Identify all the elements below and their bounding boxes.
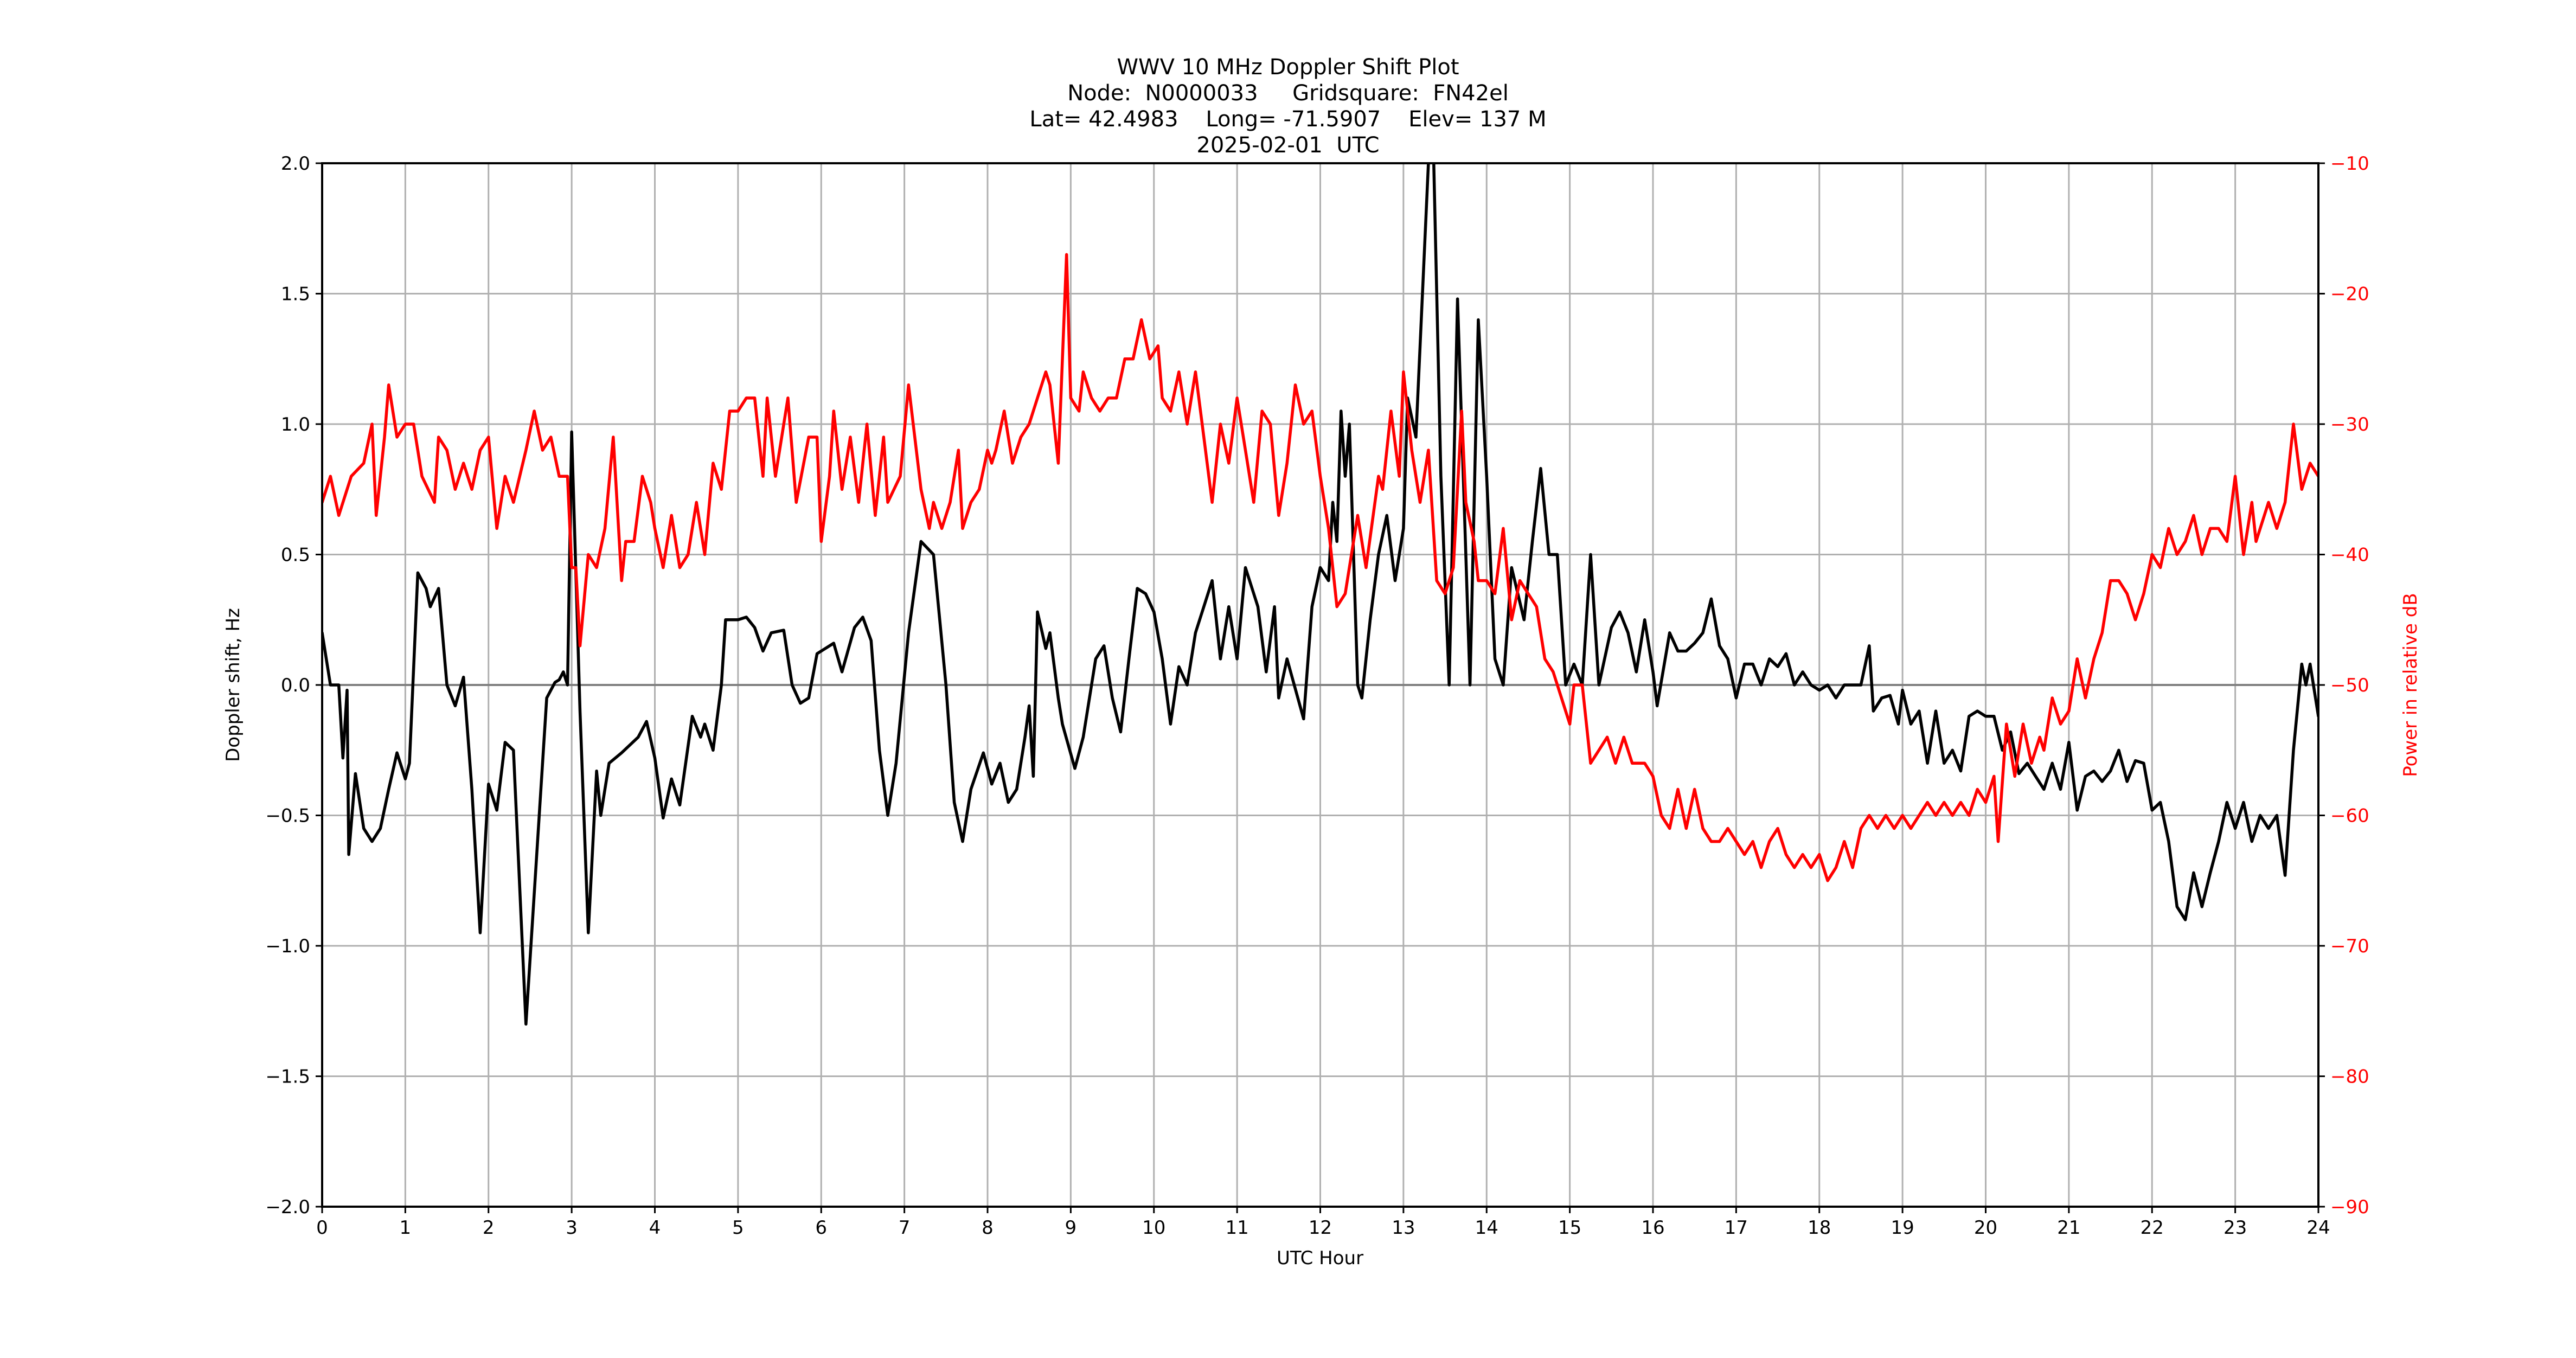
y-right-tick-label: −60 — [2330, 805, 2369, 827]
x-tick-label: 18 — [1808, 1217, 1831, 1239]
y-left-tick-label: −0.5 — [265, 805, 310, 827]
x-tick-label: 11 — [1225, 1217, 1248, 1239]
x-tick-label: 14 — [1475, 1217, 1498, 1239]
x-tick-label: 13 — [1392, 1217, 1415, 1239]
y-right-tick-label: −10 — [2330, 153, 2369, 175]
y-left-tick-label: 1.5 — [281, 284, 310, 305]
x-tick-label: 9 — [1065, 1217, 1077, 1239]
x-tick-label: 15 — [1558, 1217, 1581, 1239]
y-axis-left-label: Doppler shift, Hz — [222, 608, 244, 762]
x-tick-label: 6 — [815, 1217, 827, 1239]
x-tick-label: 22 — [2141, 1217, 2164, 1239]
x-tick-label: 1 — [400, 1217, 412, 1239]
x-tick-label: 8 — [982, 1217, 994, 1239]
x-tick-label: 23 — [2223, 1217, 2247, 1239]
x-tick-label: 3 — [566, 1217, 578, 1239]
data-series — [322, 163, 2318, 1026]
y-left-tick-label: 1.0 — [281, 414, 310, 435]
x-tick-label: 17 — [1725, 1217, 1748, 1239]
y-left-tick-label: 2.0 — [281, 153, 310, 175]
y-right-tick-label: −90 — [2330, 1196, 2369, 1218]
x-tick-label: 4 — [649, 1217, 661, 1239]
y-axis-right-label: Power in relative dB — [2400, 593, 2421, 777]
y-right-tick-label: −30 — [2330, 414, 2369, 435]
title-line-2: Node: N0000033 Gridsquare: FN42el — [1067, 81, 1509, 106]
x-tick-label: 20 — [1974, 1217, 1997, 1239]
x-axis-label: UTC Hour — [1276, 1247, 1364, 1269]
x-tick-label: 24 — [2306, 1217, 2330, 1239]
y-right-tick-label: −40 — [2330, 545, 2369, 566]
y-right-tick-label: −80 — [2330, 1066, 2369, 1088]
x-tick-label: 0 — [316, 1217, 328, 1239]
power-line — [322, 253, 2318, 882]
chart-title: WWV 10 MHz Doppler Shift Plot Node: N000… — [0, 54, 2576, 158]
y-left-tick-label: −1.0 — [265, 936, 310, 957]
x-tick-label: 19 — [1891, 1217, 1914, 1239]
x-tick-label: 5 — [732, 1217, 744, 1239]
title-line-3: Lat= 42.4983 Long= -71.5907 Elev= 137 M — [1029, 107, 1547, 132]
title-line-1: WWV 10 MHz Doppler Shift Plot — [1117, 55, 1459, 80]
y-left-tick-label: 0.5 — [281, 545, 310, 566]
doppler-line — [322, 163, 2318, 1026]
y-left-tick-label: −2.0 — [265, 1196, 310, 1218]
x-tick-label: 10 — [1142, 1217, 1165, 1239]
axes: 0 1 2 3 4 5 6 7 8 9 10 11 12 13 14 15 16 17 18 19 20 21 22 23 24… — [265, 153, 2369, 1239]
y-left-tick-label: −1.5 — [265, 1066, 310, 1088]
x-tick-label: 16 — [1641, 1217, 1664, 1239]
x-tick-label: 2 — [483, 1217, 495, 1239]
x-tick-label: 12 — [1309, 1217, 1332, 1239]
grid-lines — [321, 162, 2319, 1208]
x-tick-label: 21 — [2057, 1217, 2080, 1239]
y-right-tick-label: −70 — [2330, 936, 2369, 957]
y-left-tick-label: 0.0 — [281, 675, 310, 696]
x-tick-label: 7 — [899, 1217, 911, 1239]
y-right-tick-label: −20 — [2330, 284, 2369, 305]
title-line-4: 2025-02-01 UTC — [1196, 133, 1380, 158]
y-right-tick-label: −50 — [2330, 675, 2369, 696]
